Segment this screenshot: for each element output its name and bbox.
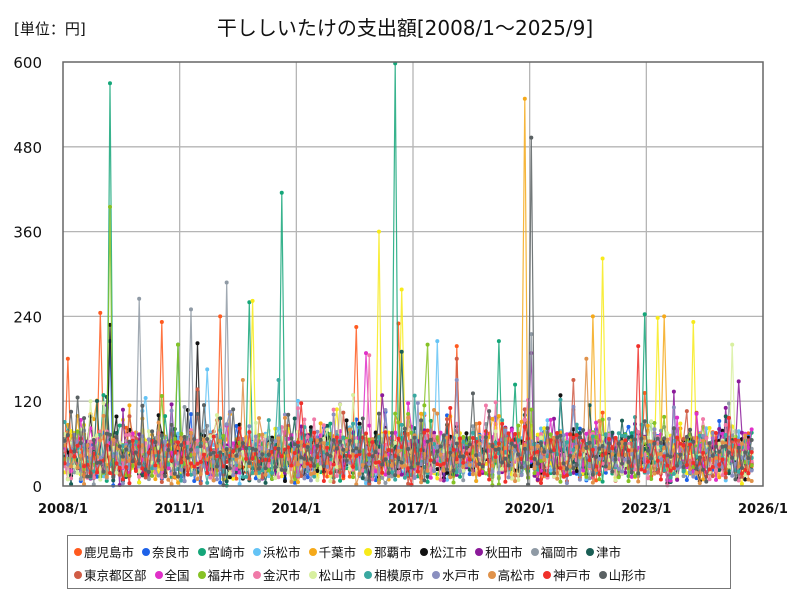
legend-marker-icon — [74, 570, 82, 579]
legend-item: 宮崎市 — [197, 542, 246, 561]
chart-title: 干ししいたけの支出額[2008/1～2025/9] — [216, 16, 594, 40]
legend-label: 全国 — [164, 568, 190, 583]
legend-marker-icon — [364, 547, 373, 556]
legend-item: 津市 — [586, 542, 621, 561]
legend-label: 福岡市 — [540, 545, 579, 560]
legend-marker-icon — [598, 570, 607, 579]
legend-item: 全国 — [154, 565, 190, 584]
legend-marker-icon — [419, 547, 428, 556]
legend-label: 金沢市 — [263, 568, 301, 583]
legend-marker-icon — [487, 570, 496, 579]
legend-label: 東京都区部 — [84, 568, 147, 583]
y-tick-label: 0 — [32, 478, 42, 496]
y-tick-label: 480 — [13, 139, 42, 157]
legend-label: 秋田市 — [485, 545, 523, 560]
legend-item: 松山市 — [308, 565, 357, 584]
legend-item: 松江市 — [419, 542, 468, 561]
legend-label: 津市 — [596, 545, 622, 560]
legend-label: 那覇市 — [374, 545, 412, 560]
legend-marker-icon — [475, 547, 484, 556]
x-tick-label: 2020/1 — [505, 502, 555, 517]
x-tick-label: 2023/1 — [621, 502, 671, 517]
legend-label: 松山市 — [318, 568, 357, 583]
legend-item: 奈良市 — [142, 542, 190, 561]
legend-marker-icon — [530, 547, 539, 556]
legend-label: 山形市 — [608, 568, 647, 583]
x-axis: 2008/1 2011/1 2014/1 2017/1 2020/1 2023/1 2026… — [38, 502, 788, 517]
legend-marker-icon — [197, 547, 206, 556]
series-lines — [62, 61, 754, 488]
legend-marker-icon — [74, 547, 82, 556]
legend-item: 相模原市 — [364, 565, 424, 584]
x-tick-label: 2008/1 — [38, 502, 88, 517]
legend-label: 浜松市 — [263, 545, 301, 560]
unit-label: [単位：円] — [14, 20, 86, 38]
legend-item: 福井市 — [197, 565, 246, 584]
legend-label: 松江市 — [429, 545, 468, 560]
legend-label: 水戸市 — [442, 568, 480, 583]
legend-row-2: 東京都区部 全国 福井市 金沢市 松山市 相模原市 水戸市 高松市 神戸市 山形市 — [74, 563, 724, 586]
legend-marker-icon — [308, 570, 317, 579]
legend-marker-icon — [364, 570, 373, 579]
legend-item: 秋田市 — [475, 542, 523, 561]
y-tick-label: 360 — [13, 224, 42, 242]
legend-item: 金沢市 — [253, 565, 301, 584]
legend-marker-icon — [154, 570, 163, 579]
legend-marker-icon — [308, 547, 317, 556]
legend-marker-icon — [586, 547, 595, 556]
legend-item: 山形市 — [598, 565, 647, 584]
legend-item: 浜松市 — [253, 542, 301, 561]
legend-item: 福岡市 — [530, 542, 579, 561]
line-chart: 0 120 240 360 480 600 2008/1 2011/1 2014/1 2017/… — [13, 54, 788, 517]
legend-label: 高松市 — [497, 568, 536, 583]
legend-marker-icon — [432, 570, 441, 579]
legend-item: 神戸市 — [543, 565, 591, 584]
legend-label: 宮崎市 — [207, 545, 246, 560]
x-tick-label: 2017/1 — [388, 502, 438, 517]
y-tick-label: 600 — [13, 54, 42, 72]
legend-marker-icon — [142, 547, 151, 556]
plot-frame — [62, 61, 764, 487]
legend-label: 奈良市 — [152, 545, 190, 560]
legend-item: 高松市 — [487, 565, 536, 584]
legend-item: 東京都区部 — [74, 565, 147, 584]
legend-item: 那覇市 — [364, 542, 412, 561]
legend-row-1: 鹿児島市 奈良市 宮崎市 浜松市 千葉市 那覇市 松江市 秋田市 福岡市 津市 — [74, 540, 724, 563]
legend-label: 鹿児島市 — [84, 545, 135, 560]
legend-marker-icon — [197, 570, 206, 579]
legend-marker-icon — [253, 547, 262, 556]
x-tick-label: 2011/1 — [155, 502, 205, 517]
legend-label: 相模原市 — [374, 568, 425, 583]
y-tick-label: 120 — [13, 393, 42, 411]
legend-marker-icon — [543, 570, 552, 579]
legend-marker-icon — [253, 570, 262, 579]
legend-item: 水戸市 — [432, 565, 480, 584]
legend-label: 神戸市 — [553, 568, 591, 583]
x-tick-label: 2026/1 — [738, 502, 788, 517]
x-tick-label: 2014/1 — [271, 502, 321, 517]
legend: 鹿児島市 奈良市 宮崎市 浜松市 千葉市 那覇市 松江市 秋田市 福岡市 津市 東京都区部 全国 福井… — [67, 535, 731, 589]
y-tick-label: 240 — [13, 308, 42, 326]
legend-item: 千葉市 — [308, 542, 357, 561]
y-axis: 0 120 240 360 480 600 — [13, 54, 42, 496]
series-20 — [62, 135, 754, 488]
legend-label: 千葉市 — [318, 545, 357, 560]
legend-item: 鹿児島市 — [74, 542, 134, 561]
legend-label: 福井市 — [207, 568, 246, 583]
